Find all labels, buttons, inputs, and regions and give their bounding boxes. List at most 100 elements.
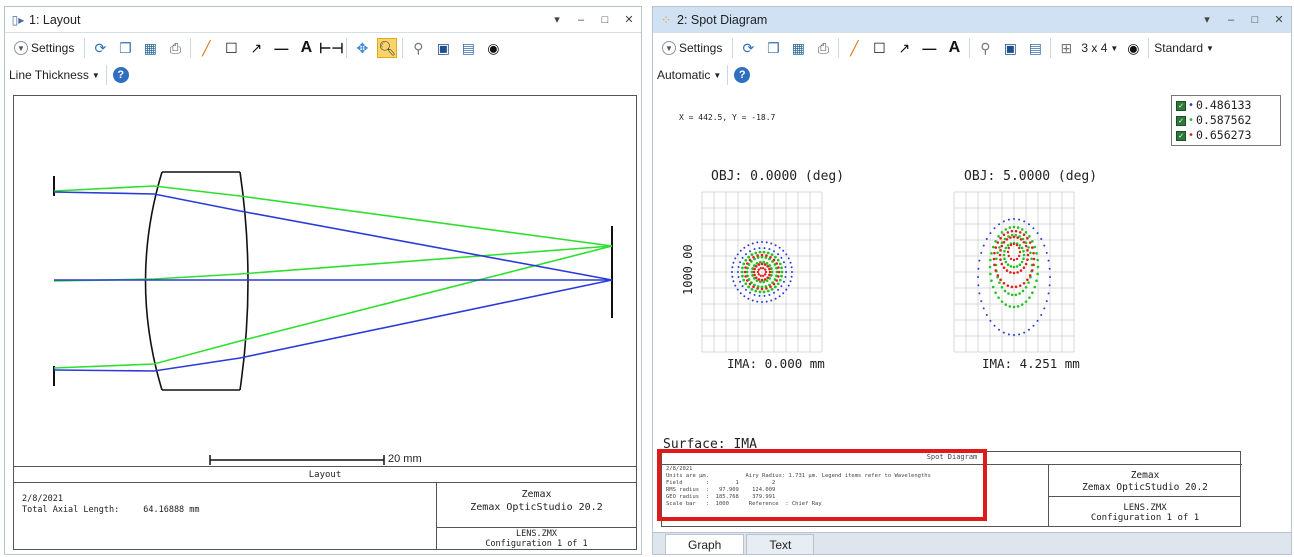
spot-point	[1002, 281, 1006, 285]
spot-titlebar[interactable]: ⁘ 2: Spot Diagram ▾ – □ ✕	[653, 7, 1291, 33]
spot-point	[1006, 243, 1010, 247]
spot-point	[999, 236, 1002, 240]
refresh-icon[interactable]: ⟳	[742, 40, 755, 56]
help-icon[interactable]: ?	[112, 67, 129, 83]
spot-point	[1035, 279, 1038, 282]
print-icon[interactable]: ⎙	[817, 40, 829, 56]
spot-point	[1026, 258, 1029, 261]
checkbox-icon[interactable]: ✓	[1176, 100, 1186, 111]
spot-point	[1007, 254, 1011, 258]
spot-point	[1027, 246, 1030, 249]
maximize-icon[interactable]: □	[1251, 13, 1259, 26]
copy-icon[interactable]: ❐	[767, 40, 780, 56]
minimize-icon[interactable]: –	[577, 13, 585, 26]
spot-point	[776, 258, 780, 262]
spot-point	[1002, 220, 1005, 223]
spot-field1	[701, 191, 823, 353]
save-icon[interactable]: ▦	[791, 40, 805, 56]
arrow-icon[interactable]: ↗	[898, 40, 911, 56]
spot-point	[780, 266, 783, 270]
settings-button[interactable]: ▼ Settings	[9, 38, 79, 58]
rectangle-icon[interactable]: ☐	[225, 40, 238, 56]
spot-point	[1012, 258, 1016, 262]
export-icon[interactable]: ▤	[461, 40, 475, 56]
zoom-icon[interactable]: 🔍︎	[377, 38, 398, 58]
minimize-icon[interactable]: –	[1227, 13, 1235, 26]
spot-toolbar-row2: Automatic ▼ ?	[653, 63, 1291, 87]
save-icon[interactable]: ▦	[143, 40, 157, 56]
arrow-icon[interactable]: ↗	[250, 40, 263, 56]
line-icon[interactable]: —	[274, 40, 289, 56]
copy-icon[interactable]: ❐	[119, 40, 132, 56]
field2-ima: IMA: 4.251 mm	[982, 356, 1080, 371]
spot-point	[759, 266, 762, 270]
caret-down-icon: ▼	[713, 70, 722, 80]
caret-down-icon: ▼	[91, 70, 100, 80]
spot-point	[996, 274, 1000, 277]
automatic-dropdown[interactable]: Automatic ▼	[657, 68, 721, 82]
spot-point	[1028, 274, 1032, 277]
checkbox-icon[interactable]: ✓	[1176, 115, 1186, 126]
spot-point	[734, 284, 737, 287]
line-thickness-dropdown[interactable]: Line Thickness ▼	[9, 68, 100, 82]
refresh-icon[interactable]: ⟳	[94, 40, 107, 56]
print-icon[interactable]: ⎙	[169, 40, 181, 56]
close-icon[interactable]: ✕	[624, 14, 634, 26]
window-menu-icon[interactable]: ▾	[1204, 14, 1210, 26]
spot-point	[739, 292, 742, 295]
grid-size-dropdown[interactable]: 3 x 4 ▼	[1081, 41, 1118, 55]
spot-point	[994, 269, 998, 272]
spot-point	[768, 277, 772, 280]
text-icon[interactable]: A	[300, 39, 313, 56]
lock-icon[interactable]: ⚲	[980, 40, 991, 56]
lock-icon[interactable]: ⚲	[413, 40, 424, 56]
grid-icon[interactable]: ▣	[1003, 40, 1017, 56]
layout-grid-icon[interactable]: ⊞	[1060, 40, 1073, 56]
spot-point	[759, 274, 762, 278]
spot-point	[1007, 218, 1010, 221]
grid-icon[interactable]: ▣	[436, 40, 450, 56]
chevron-down-icon: ▼	[14, 41, 28, 55]
spot-point	[755, 276, 758, 279]
spot-point	[1005, 238, 1009, 241]
spot-point	[778, 246, 781, 249]
spot-point	[764, 273, 767, 276]
pencil-icon[interactable]: ╱	[202, 40, 211, 56]
spot-point	[989, 319, 992, 322]
close-icon[interactable]: ✕	[1274, 14, 1284, 26]
settings-gear-icon[interactable]: ◉	[1127, 40, 1140, 56]
spot-point	[1024, 244, 1028, 248]
export-icon[interactable]: ▤	[1028, 40, 1042, 56]
window-menu-icon[interactable]: ▾	[554, 14, 560, 26]
pencil-icon[interactable]: ╱	[850, 40, 859, 56]
line-icon[interactable]: —	[922, 40, 937, 56]
rectangle-icon[interactable]: ☐	[873, 40, 886, 56]
maximize-icon[interactable]: □	[601, 13, 609, 26]
help-icon[interactable]: ?	[734, 67, 751, 83]
legend-label: 0.486133	[1196, 98, 1252, 112]
settings-gear-icon[interactable]: ◉	[487, 40, 500, 56]
checkbox-icon[interactable]: ✓	[1176, 130, 1186, 141]
layout-titlebar[interactable]: ▯▸ 1: Layout ▾ – □ ✕	[5, 7, 641, 33]
settings-button[interactable]: ▼ Settings	[657, 38, 727, 58]
spot-toolbar: ▼ Settings ⟳ ❐ ▦ ⎙ ╱ ☐ ↗ — A ⚲ ▣ ▤ ⊞ 3 x…	[653, 33, 1291, 63]
layout-toolbar-row2: Line Thickness ▼ ?	[5, 63, 641, 87]
spot-point	[739, 261, 742, 264]
tab-graph[interactable]: Graph	[665, 534, 745, 554]
spot-point	[1024, 300, 1028, 303]
pan-icon[interactable]: ✥	[356, 40, 369, 56]
spot-point	[753, 267, 756, 271]
spot-point	[758, 290, 762, 294]
spot-point	[991, 245, 995, 249]
spot-point	[1014, 293, 1018, 297]
spot-point	[750, 270, 754, 274]
spot-point	[1012, 271, 1016, 275]
spot-point	[755, 261, 759, 265]
spot-point	[773, 291, 775, 294]
dimension-icon[interactable]: ⊢⊣	[319, 40, 344, 56]
standard-dropdown[interactable]: Standard ▼	[1154, 41, 1214, 55]
tab-text[interactable]: Text	[746, 534, 815, 554]
text-icon[interactable]: A	[948, 39, 961, 56]
spot-point	[777, 270, 781, 274]
spot-point	[1005, 269, 1009, 272]
